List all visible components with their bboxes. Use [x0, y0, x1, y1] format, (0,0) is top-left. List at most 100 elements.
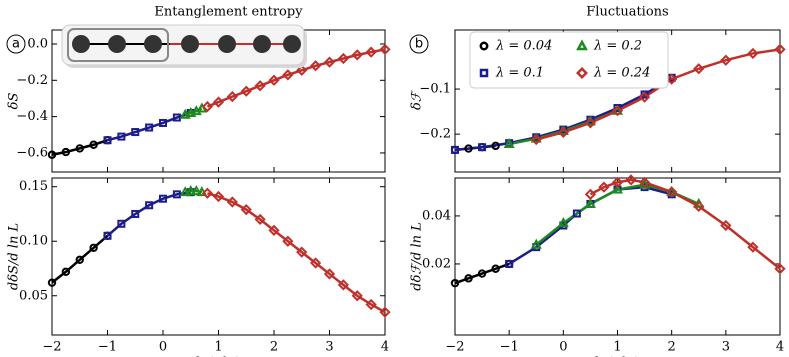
x-tick-label: 3	[722, 340, 730, 355]
site	[283, 35, 301, 53]
series-line	[51, 234, 109, 284]
marker	[226, 91, 238, 103]
marker	[268, 74, 280, 86]
series-line	[589, 178, 781, 270]
marker	[351, 290, 363, 302]
marker	[323, 56, 336, 68]
legend-label: λ = 0.2	[593, 39, 642, 54]
legend-label: λ = 0.1	[495, 66, 544, 81]
marker	[351, 49, 363, 61]
x-tick-label: 1	[214, 340, 222, 355]
legend-marker	[479, 68, 489, 78]
marker	[638, 91, 651, 103]
marker	[47, 278, 57, 287]
marker	[296, 246, 308, 258]
marker	[89, 140, 98, 149]
marker	[598, 181, 610, 193]
y-tick-label: 0.05	[19, 288, 48, 303]
y-axis-label: dδS/d ln L	[7, 223, 22, 290]
x-tick-label: 4	[776, 340, 784, 355]
y-tick-label: −0.4	[16, 109, 48, 124]
marker	[268, 224, 280, 236]
marker	[282, 69, 294, 81]
marker	[212, 96, 225, 108]
marker	[379, 43, 391, 56]
legend-label: λ = 0.24	[593, 66, 650, 81]
marker	[611, 105, 624, 117]
marker	[530, 238, 542, 249]
series-line	[454, 262, 510, 285]
x-axis-label: ln(Lλ²)	[595, 356, 640, 357]
marker	[47, 150, 57, 159]
y-axis-label: dδℱ/d ln L	[410, 222, 425, 291]
chain-inset	[61, 24, 307, 68]
subsystem-box	[67, 28, 169, 62]
legend-box	[469, 31, 669, 89]
marker	[145, 123, 154, 132]
marker	[584, 117, 597, 129]
panel-title: Entanglement entropy	[154, 5, 303, 20]
marker	[477, 269, 487, 278]
panel-label: b	[415, 37, 423, 52]
y-tick-label: 0.10	[19, 234, 48, 249]
y-tick-label: −0.2	[16, 73, 48, 88]
marker	[61, 267, 71, 276]
x-tick-label: −2	[42, 340, 61, 355]
marker	[774, 43, 786, 55]
x-tick-label: 1	[613, 340, 621, 355]
marker	[464, 144, 473, 153]
x-tick-label: 3	[325, 340, 333, 355]
y-axis-label: δℱ	[410, 89, 425, 110]
marker	[61, 147, 71, 157]
marker	[774, 263, 786, 275]
marker	[131, 209, 140, 218]
plot-frame	[454, 177, 781, 336]
legend-marker	[576, 39, 588, 51]
marker	[240, 204, 252, 216]
marker	[172, 190, 181, 199]
site	[253, 35, 271, 53]
site	[181, 35, 199, 53]
marker	[693, 200, 705, 212]
marker	[503, 137, 515, 149]
marker	[584, 197, 596, 208]
marker	[254, 80, 266, 92]
marker	[747, 47, 759, 60]
marker	[505, 259, 514, 268]
marker	[337, 52, 349, 65]
marker	[201, 187, 214, 199]
marker	[190, 184, 202, 196]
y-tick-label: 0.15	[19, 179, 48, 194]
marker	[75, 255, 84, 264]
x-axis-label: ln(Lλ²)	[196, 356, 241, 357]
marker	[201, 101, 214, 113]
marker	[365, 298, 377, 311]
marker	[117, 132, 126, 141]
marker	[638, 176, 651, 188]
marker	[89, 243, 98, 252]
marker	[572, 209, 581, 218]
marker	[557, 126, 569, 138]
y-tick-label: −0.6	[16, 145, 48, 160]
x-tick-label: 0	[159, 340, 167, 355]
marker	[720, 219, 732, 232]
marker	[451, 145, 459, 154]
x-tick-label: −2	[445, 340, 464, 355]
marker	[666, 186, 678, 198]
marker	[240, 85, 252, 97]
marker	[323, 268, 336, 280]
site	[144, 35, 162, 53]
marker	[159, 118, 167, 127]
marker	[212, 190, 225, 203]
y-tick-label: −0.1	[419, 82, 451, 97]
marker	[103, 231, 112, 240]
marker	[379, 306, 391, 318]
marker	[337, 279, 349, 291]
marker	[365, 46, 377, 58]
legend-label: λ = 0.04	[495, 39, 552, 54]
panel-label-circle	[6, 34, 26, 54]
marker	[491, 264, 500, 273]
x-tick-label: 2	[668, 340, 676, 355]
x-tick-label: 4	[381, 340, 389, 355]
